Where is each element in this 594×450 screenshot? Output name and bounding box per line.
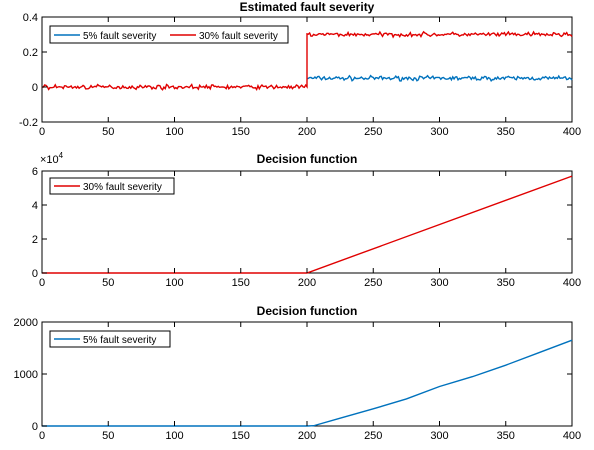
x-tick-label: 100: [165, 126, 183, 138]
panel-decision-function-5pct: Decision function 0 50 100 150 200 250 300 350 4…: [14, 304, 582, 442]
panel-title: Estimated fault severity: [240, 0, 375, 14]
series-line-1: [42, 339, 573, 427]
y-tick-label: 2000: [14, 317, 38, 329]
series-layer: [42, 339, 573, 427]
x-tick-label: 350: [497, 430, 515, 442]
x-tick-label: 300: [430, 430, 448, 442]
y-tick-label: 0: [32, 268, 38, 280]
legend-box: [49, 177, 175, 195]
panel-decision-function-30pct: Decision function ×104 0 50 100 150 200 250 30…: [32, 151, 581, 289]
legend-box: [49, 330, 171, 348]
x-tick-label: 150: [232, 126, 250, 138]
x-tick-label: 350: [497, 277, 515, 289]
tick-layer: 0 50 100 150 200 250 300 350 400 0 1000 2000: [14, 317, 582, 442]
x-tick-label: 100: [165, 277, 183, 289]
exponent-base: ×10: [40, 154, 59, 166]
legend-box: [49, 25, 289, 44]
x-tick-label: 200: [298, 277, 316, 289]
series-line-1: [306, 74, 573, 82]
y-tick-label: 2: [32, 234, 38, 246]
x-tick-label: 200: [298, 126, 316, 138]
y-tick-label: 0: [32, 421, 38, 433]
x-tick-label: 50: [102, 430, 114, 442]
x-tick-label: 400: [563, 430, 581, 442]
x-tick-label: 50: [102, 277, 114, 289]
y-tick-label: 0.2: [23, 47, 38, 59]
x-tick-label: 300: [430, 126, 448, 138]
legend-label-5pct: 5% fault severity: [83, 335, 156, 346]
x-tick-label: 250: [364, 126, 382, 138]
y-tick-label: 4: [32, 200, 38, 212]
legend: 30% fault severity: [49, 177, 175, 195]
x-tick-label: 150: [232, 430, 250, 442]
x-tick-label: 350: [497, 126, 515, 138]
legend-label-30pct: 30% fault severity: [199, 31, 278, 42]
x-tick-label: 0: [39, 126, 45, 138]
x-tick-label: 0: [39, 430, 45, 442]
x-tick-label: 400: [563, 277, 581, 289]
y-tick-label: -0.2: [19, 117, 38, 129]
y-tick-label: 1000: [14, 369, 38, 381]
legend: 5% fault severity 30% fault severity: [49, 25, 289, 44]
x-tick-label: 250: [364, 277, 382, 289]
x-tick-label: 150: [232, 277, 250, 289]
y-tick-label: 0: [32, 82, 38, 94]
legend: 5% fault severity: [49, 330, 171, 348]
legend-label-30pct: 30% fault severity: [83, 182, 162, 193]
x-tick-label: 50: [102, 126, 114, 138]
x-tick-label: 100: [165, 430, 183, 442]
panel-title: Decision function: [257, 304, 358, 318]
x-tick-label: 300: [430, 277, 448, 289]
x-tick-label: 400: [563, 126, 581, 138]
x-tick-label: 200: [298, 430, 316, 442]
exponent-power: 4: [59, 151, 64, 160]
x-tick-label: 250: [364, 430, 382, 442]
legend-label-5pct: 5% fault severity: [83, 31, 156, 42]
series-layer: [41, 30, 573, 91]
tick-layer: 0 50 100 150 200 250 300 350 400 0 2 4 6: [32, 166, 581, 289]
x-tick-label: 0: [39, 277, 45, 289]
tick-layer: 0 50 100 150 200 250 300 350 400-0.200.20.4: [19, 12, 581, 138]
exponent-label: ×104: [40, 151, 64, 166]
series-line-2: [41, 30, 573, 91]
y-tick-label: 6: [32, 166, 38, 178]
panel-title: Decision function: [257, 152, 358, 166]
y-tick-label: 0.4: [23, 12, 38, 24]
panel-estimated-fault-severity: Estimated fault severity 0 50 100 150 200 250…: [19, 0, 581, 138]
